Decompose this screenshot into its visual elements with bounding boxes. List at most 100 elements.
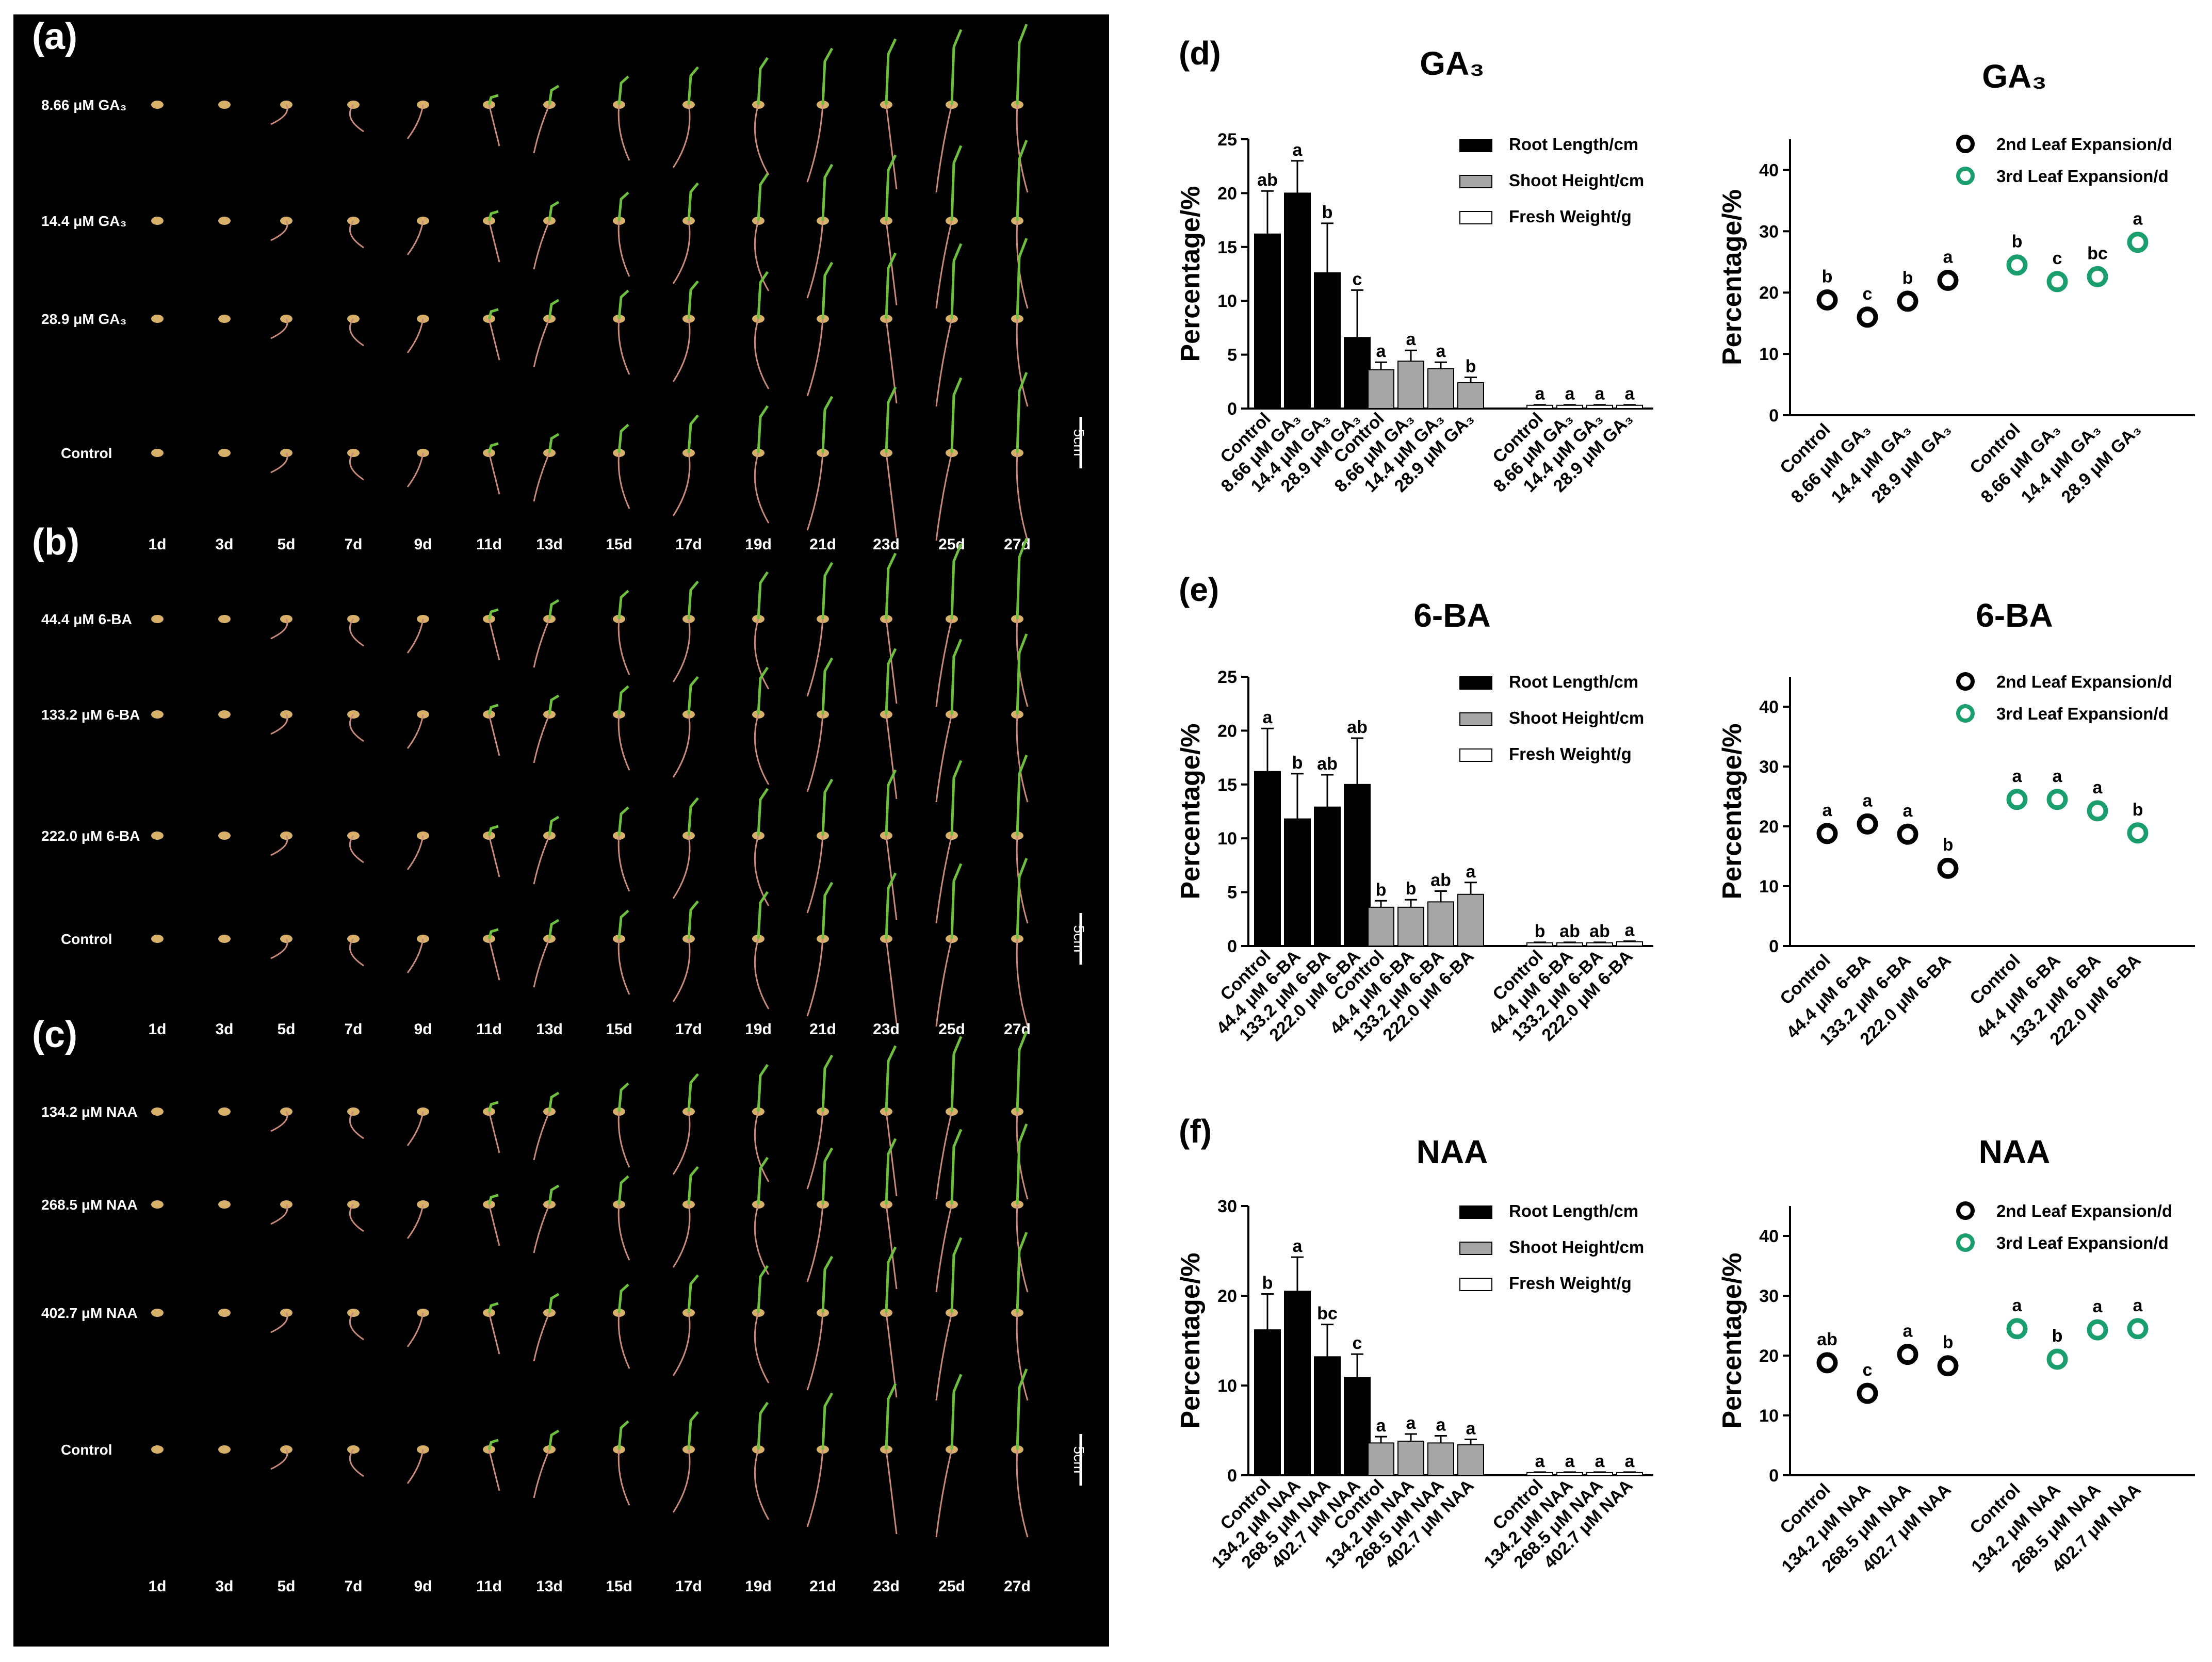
significance-letter: a <box>1625 1452 1635 1471</box>
legend-label: Shoot Height/cm <box>1509 171 1644 190</box>
bar <box>1526 1472 1553 1476</box>
bar <box>1397 1440 1424 1476</box>
shoot <box>487 608 499 620</box>
shoot <box>821 1392 834 1450</box>
seedling <box>672 182 699 284</box>
legend-swatch <box>1459 748 1492 762</box>
root <box>806 938 824 1017</box>
seed <box>218 449 231 457</box>
shoot <box>950 1374 963 1450</box>
root <box>270 714 288 735</box>
seedling <box>672 414 699 516</box>
data-point <box>1816 823 1838 844</box>
y-axis-label: Percentage/% <box>1176 186 1206 362</box>
root <box>617 220 630 277</box>
root <box>533 452 550 502</box>
root <box>406 835 424 870</box>
seedling <box>613 1420 630 1506</box>
seedling <box>151 1445 164 1454</box>
seedling <box>935 1237 963 1401</box>
shoot <box>487 825 499 836</box>
legend-swatch <box>1459 1242 1492 1255</box>
shoot <box>757 1156 769 1205</box>
y-axis-label: Percentage/% <box>1717 1252 1747 1428</box>
treatment-row-label: 134.2 μM NAA <box>41 1104 138 1120</box>
seedling <box>218 615 231 623</box>
root <box>270 1312 288 1333</box>
bar <box>1314 1356 1341 1476</box>
significance-letter: a <box>1376 341 1387 361</box>
data-point <box>2127 1318 2149 1340</box>
day-label: 21d <box>809 1578 836 1595</box>
root <box>672 220 691 284</box>
root <box>935 835 953 924</box>
root <box>806 714 824 792</box>
shoot <box>548 816 560 836</box>
panel-letter: (b) <box>32 522 79 563</box>
root <box>270 835 288 856</box>
legend-swatch <box>1459 175 1492 188</box>
day-label: 15d <box>606 1578 632 1595</box>
bar <box>1344 337 1371 410</box>
shoot <box>757 173 769 221</box>
shoot <box>950 29 963 105</box>
day-label: 23d <box>873 1021 900 1038</box>
root <box>488 318 500 361</box>
root <box>270 104 288 125</box>
seedling <box>672 900 699 1002</box>
shoot <box>885 648 897 715</box>
seed <box>151 935 164 943</box>
root <box>806 1111 824 1190</box>
root <box>349 714 364 742</box>
shoot <box>1016 238 1028 319</box>
day-label: 27d <box>1004 1021 1031 1038</box>
day-label: 9d <box>414 1578 432 1595</box>
significance-letter: a <box>2093 778 2103 797</box>
seedling <box>151 315 164 323</box>
day-label: 1d <box>148 536 166 553</box>
significance-letter: a <box>1436 341 1446 361</box>
shoot <box>687 1274 699 1313</box>
seed <box>151 1200 164 1209</box>
bar <box>1427 368 1454 410</box>
seedling <box>151 1200 164 1209</box>
root <box>1016 938 1029 1027</box>
shoot <box>1016 1123 1028 1205</box>
significance-letter: b <box>1943 835 1954 855</box>
root <box>270 452 288 474</box>
seedling <box>406 1445 429 1484</box>
shoot <box>487 1439 499 1450</box>
seedling <box>270 1445 292 1470</box>
bar <box>1284 1291 1311 1476</box>
legend-marker <box>1956 167 1975 185</box>
root <box>754 1111 770 1182</box>
panel-letter: (e) <box>1179 571 1219 608</box>
bar <box>1284 192 1311 409</box>
data-point <box>2127 822 2149 844</box>
root <box>754 1449 770 1520</box>
seedling <box>218 1107 231 1116</box>
seedling <box>347 832 364 863</box>
seedling <box>218 217 231 225</box>
y-tick-label: 25 <box>1217 130 1237 150</box>
significance-letter: bc <box>1317 1304 1338 1324</box>
seedling <box>1011 1232 1029 1401</box>
legend-marker <box>1956 704 1975 723</box>
root <box>672 938 691 1002</box>
root <box>533 618 550 668</box>
shoot <box>617 1082 629 1112</box>
seedling <box>406 1309 429 1347</box>
root <box>406 714 424 749</box>
shoot <box>548 1293 560 1313</box>
root <box>1016 452 1029 541</box>
seedling <box>483 1302 500 1355</box>
seedling <box>672 1274 699 1376</box>
shoot <box>1016 755 1028 836</box>
bar <box>1556 942 1583 947</box>
seedling <box>533 201 560 270</box>
seedling <box>672 280 699 382</box>
bar <box>1397 361 1424 409</box>
y-tick-label: 20 <box>1759 817 1779 837</box>
seed <box>151 615 164 623</box>
seedling <box>935 145 963 309</box>
